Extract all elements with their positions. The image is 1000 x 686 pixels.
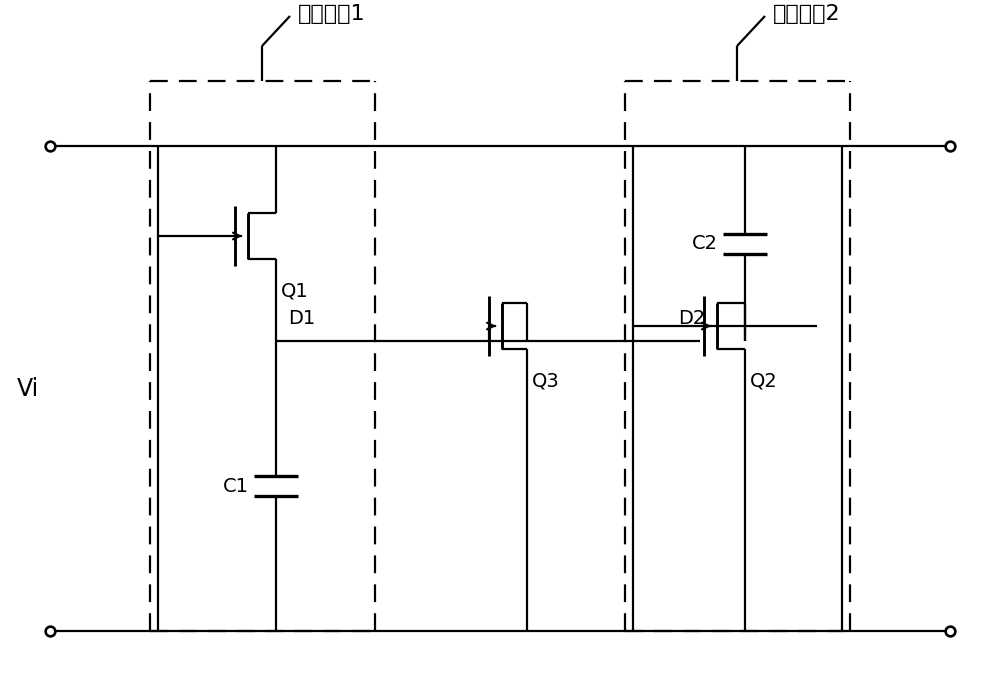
Text: 串联结构2: 串联结构2 [773,4,841,24]
Text: Q3: Q3 [532,372,560,390]
Text: Vi: Vi [17,377,39,401]
Text: Q2: Q2 [750,372,778,390]
Text: Q1: Q1 [281,281,309,300]
Text: C2: C2 [692,234,718,253]
Text: 串联结构1: 串联结构1 [298,4,366,24]
Text: D2: D2 [678,309,705,329]
Text: D1: D1 [288,309,315,329]
Text: C1: C1 [223,477,249,495]
